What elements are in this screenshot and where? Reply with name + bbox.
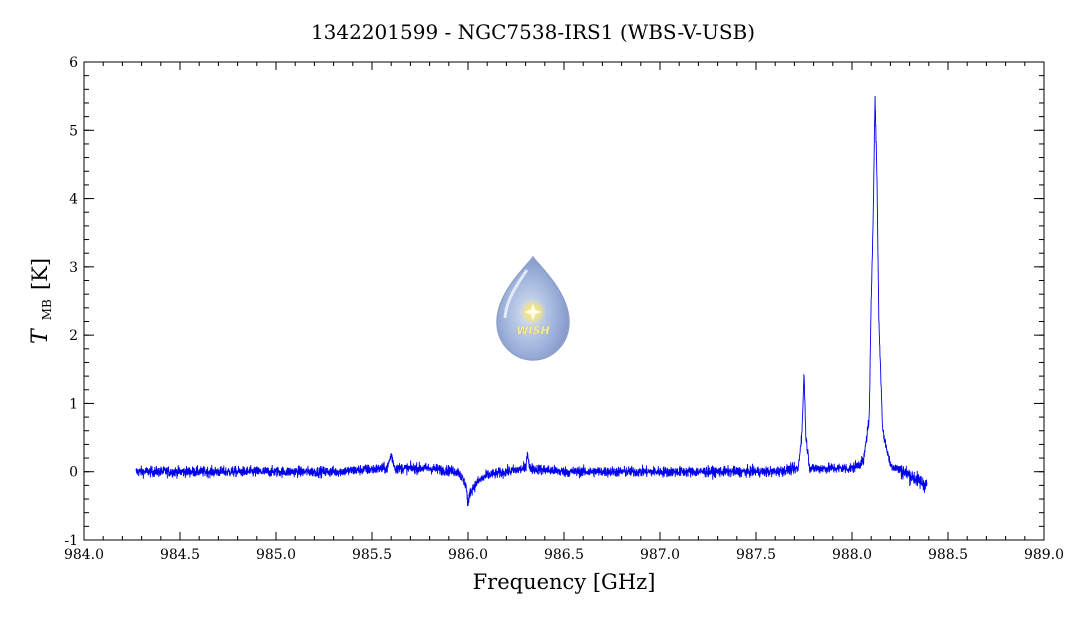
x-tick-label: 986.0 — [448, 547, 488, 563]
y-tick-label: 1 — [69, 396, 78, 412]
x-axis-label: Frequency [GHz] — [473, 570, 656, 594]
y-axis-subscript: MB — [40, 299, 54, 320]
x-tick-label: 989.0 — [1024, 547, 1064, 563]
y-tick-label: -1 — [64, 533, 78, 549]
x-tick-label: 987.0 — [640, 547, 680, 563]
y-tick-label: 6 — [69, 55, 78, 71]
y-tick-label: 4 — [69, 192, 78, 208]
x-tick-label: 985.5 — [352, 547, 392, 563]
svg-text:T MB [K]: T MB [K] — [28, 258, 55, 344]
x-tick-label: 987.5 — [736, 547, 776, 563]
spectrum-line — [135, 96, 928, 506]
x-tick-label: 988.0 — [832, 547, 872, 563]
y-tick-label: 2 — [69, 328, 78, 344]
logo-text: WISH — [516, 324, 549, 337]
y-tick-label: 3 — [69, 260, 78, 276]
x-tick-label: 984.0 — [64, 547, 104, 563]
chart-title: 1342201599 - NGC7538-IRS1 (WBS-V-USB) — [311, 20, 755, 44]
y-tick-label: 5 — [69, 123, 78, 139]
y-axis-unit: [K] — [28, 258, 52, 290]
y-axis-label: T MB [K] — [28, 258, 55, 344]
x-tick-label: 985.0 — [256, 547, 296, 563]
y-axis-symbol: T — [28, 327, 53, 344]
wish-logo: WISH — [496, 255, 570, 361]
y-tick-label: 0 — [69, 465, 78, 481]
x-tick-label: 984.5 — [160, 547, 200, 563]
x-tick-label: 988.5 — [928, 547, 968, 563]
x-tick-label: 986.5 — [544, 547, 584, 563]
